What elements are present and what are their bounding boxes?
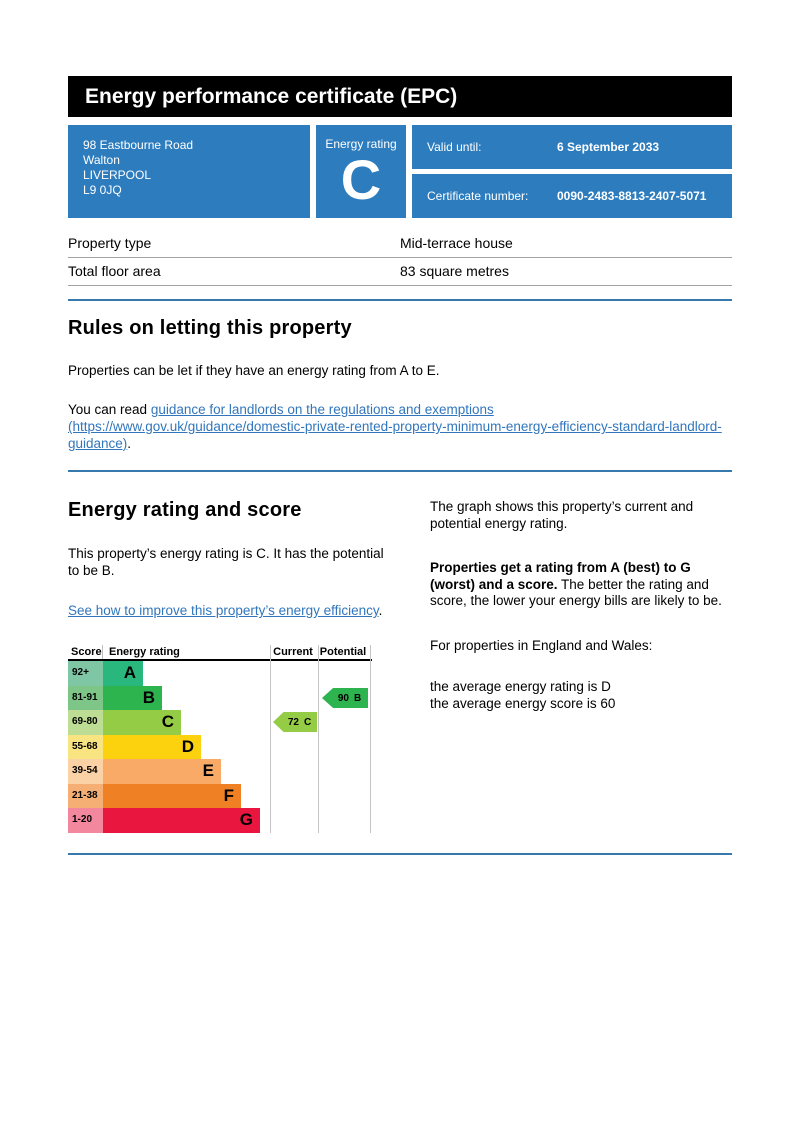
address-line-1: 98 Eastbourne Road [83, 138, 194, 152]
energy-rating-value: C [340, 148, 382, 211]
potential-column-header: Potential [319, 646, 367, 658]
current-column-divider [270, 645, 271, 833]
band-score-range: 92+ [68, 661, 103, 686]
valid-until-box: Valid until: 6 September 2033 [412, 125, 732, 169]
band-row-c: 69-80 C [68, 710, 372, 735]
england-wales-intro: For properties in England and Wales: [430, 637, 653, 653]
rating-explanation-bold: Properties get a rating from A (best) to… [430, 560, 691, 592]
valid-until-label: Valid until: [427, 140, 482, 154]
potential-score: 90 [337, 692, 349, 704]
chart-header-row: Score Energy rating Current Potential [68, 645, 372, 661]
band-bar-f: F [103, 783, 241, 808]
certificate-details: Valid until: 6 September 2033 Certificat… [412, 125, 732, 218]
section-divider [68, 299, 732, 301]
section-divider [68, 470, 732, 472]
epc-rating-chart: Score Energy rating Current Potential 92… [68, 645, 372, 833]
improve-link-suffix: . [378, 603, 383, 618]
certificate-summary: 98 Eastbourne Road Walton LIVERPOOL L9 0… [68, 125, 732, 218]
page-title: Energy performance certificate (EPC) [68, 76, 732, 117]
energy-rating-left-column: Energy rating and score This property’s … [68, 499, 390, 833]
rating-explanation: Properties get a rating from A (best) to… [430, 560, 732, 610]
address-line-2: Walton [83, 153, 120, 167]
average-ratings: the average energy rating is D the avera… [430, 678, 732, 712]
improve-efficiency-paragraph: See how to improve this property’s energ… [68, 602, 390, 619]
current-band: C [303, 716, 312, 728]
rules-paragraph: Properties can be let if they have an en… [68, 363, 440, 378]
certificate-number-value: 0090-2483-8813-2407-5071 [557, 189, 707, 203]
rating-summary-text: This property’s energy rating is C. It h… [68, 546, 384, 578]
potential-rating-arrow-icon: 90 B [322, 688, 368, 708]
section-divider [68, 852, 732, 855]
property-table: Property type Mid-terrace house Total fl… [68, 230, 732, 286]
band-score-range: 69-80 [68, 710, 103, 735]
band-row-g: 1-20 G [68, 808, 372, 833]
band-bar-g: G [103, 808, 260, 833]
band-row-e: 39-54 E [68, 759, 372, 784]
property-address: 98 Eastbourne Road Walton LIVERPOOL L9 0… [68, 125, 310, 218]
average-rating-line: the average energy rating is D [430, 679, 611, 694]
certificate-number-box: Certificate number: 0090-2483-8813-2407-… [412, 174, 732, 218]
potential-column-divider [318, 645, 319, 833]
average-score-line: the average energy score is 60 [430, 696, 616, 711]
current-column-header: Current [273, 646, 313, 658]
energy-rating-label: Energy rating [325, 137, 397, 151]
guidance-text-prefix: You can read [68, 402, 151, 417]
energy-rating-box: Energy rating C [316, 125, 406, 218]
improve-efficiency-link[interactable]: See how to improve this property’s energ… [68, 603, 379, 618]
band-bar-e: E [103, 759, 221, 784]
valid-until-value: 6 September 2033 [557, 140, 660, 154]
band-score-range: 1-20 [68, 808, 103, 833]
table-row: Total floor area 83 square metres [68, 258, 732, 286]
floor-area-value: 83 square metres [400, 263, 509, 279]
rules-heading: Rules on letting this property [68, 317, 352, 339]
property-type-value: Mid-terrace house [400, 235, 513, 251]
address-line-4: L9 0JQ [83, 183, 122, 197]
band-score-range: 21-38 [68, 783, 103, 808]
current-rating-arrow-icon: 72 C [273, 712, 317, 732]
band-bar-d: D [103, 734, 201, 759]
band-row-a: 92+ A [68, 661, 372, 686]
floor-area-label: Total floor area [68, 263, 161, 279]
band-row-d: 55-68 D [68, 734, 372, 759]
energy-rating-column-header: Energy rating [109, 646, 180, 658]
potential-band: B [353, 692, 362, 704]
property-type-label: Property type [68, 235, 152, 251]
epc-document: Energy performance certificate (EPC) 98 … [68, 76, 732, 855]
energy-rating-right-column: The graph shows this property’s current … [430, 499, 732, 833]
band-row-b: 81-91 B [68, 685, 372, 710]
band-score-range: 81-91 [68, 685, 103, 710]
current-score: 72 [287, 716, 299, 728]
address-line-3: LIVERPOOL [83, 168, 152, 182]
score-column-header: Score [68, 645, 103, 659]
chart-right-border [370, 645, 371, 833]
band-score-range: 39-54 [68, 759, 103, 784]
energy-rating-heading: Energy rating and score [68, 499, 302, 521]
table-row: Property type Mid-terrace house [68, 230, 732, 258]
band-score-range: 55-68 [68, 734, 103, 759]
landlord-guidance-link[interactable]: guidance for landlords on the regulation… [68, 402, 722, 451]
rules-guidance-paragraph: You can read guidance for landlords on t… [68, 401, 732, 452]
band-row-f: 21-38 F [68, 783, 372, 808]
rating-explanation-rest: The better the rating and score, the low… [430, 576, 722, 609]
graph-description: The graph shows this property’s current … [430, 499, 694, 531]
guidance-text-suffix: . [127, 436, 132, 451]
energy-rating-section: Energy rating and score This property’s … [68, 499, 732, 833]
certificate-number-label: Certificate number: [427, 189, 529, 203]
band-bar-c: C [103, 710, 181, 735]
band-bar-b: B [103, 685, 162, 710]
band-bar-a: A [103, 661, 143, 686]
